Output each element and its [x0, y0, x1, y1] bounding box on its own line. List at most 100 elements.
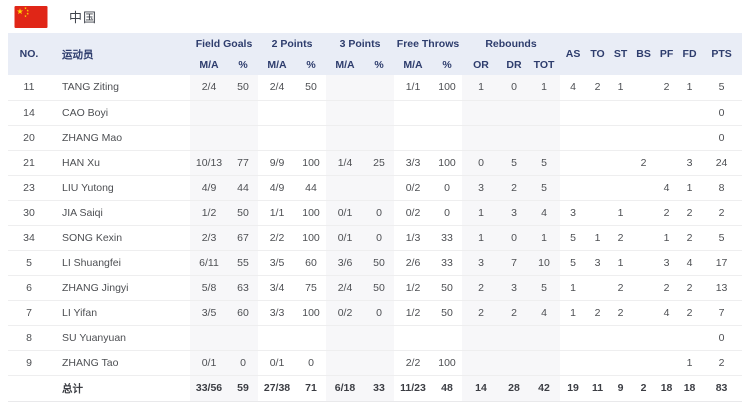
- stat-cell-p2_pct: 60: [296, 250, 327, 276]
- stat-cell-p2_ma: 1/1: [258, 200, 297, 226]
- stat-cell-fg_pct: [228, 100, 259, 126]
- stat-cell-ft_pct: [432, 125, 463, 151]
- stat-cell-or: 2: [462, 275, 501, 301]
- stat-cell-st: [609, 100, 633, 126]
- stat-cell-or: 3: [462, 250, 501, 276]
- stat-cell-fg_ma: 3/5: [190, 300, 228, 326]
- stat-cell-ft_pct: 100: [432, 350, 463, 376]
- stat-cell-ft_ma: 0/2: [394, 175, 433, 201]
- stat-cell-p2_ma: 2/2: [258, 225, 297, 251]
- header-fg-ma: M/A: [190, 54, 228, 75]
- stat-cell-dr: 3: [500, 275, 529, 301]
- table-row: 9 ZHANG Tao 0/1 0 0/1 0 2/2 100 1 2: [8, 350, 743, 376]
- stat-cell-fg_ma: [190, 325, 228, 351]
- table-row: 14 CAO Boyi 0: [8, 100, 743, 126]
- team-name: 中国: [69, 10, 98, 25]
- stat-cell-p3_ma: 1/4: [326, 150, 365, 176]
- stat-cell-p2_pct: 100: [296, 200, 327, 226]
- stat-cell-to: 1: [586, 225, 610, 251]
- stat-cell-ft_pct: 0: [432, 200, 463, 226]
- stat-cell-pf: [655, 350, 679, 376]
- stat-cell-p2_ma: 3/5: [258, 250, 297, 276]
- stat-cell-dr: [500, 325, 529, 351]
- header-2p-ma: M/A: [258, 54, 297, 75]
- stat-cell-pts: 5: [701, 75, 743, 101]
- stat-cell-ft_ma: 3/3: [394, 150, 433, 176]
- stat-cell-pf: [655, 125, 679, 151]
- stat-cell-no: 23: [8, 175, 50, 201]
- stat-cell-p3_pct: [364, 100, 395, 126]
- stat-cell-p2_pct: [296, 125, 327, 151]
- stat-cell-p3_ma: 0/2: [326, 300, 365, 326]
- stat-cell-tot: 1: [528, 225, 561, 251]
- stat-cell-tot: [528, 100, 561, 126]
- stat-cell-to: [586, 350, 610, 376]
- stat-cell-tot: 1: [528, 75, 561, 101]
- stat-cell-pf: [655, 150, 679, 176]
- table-row: 23 LIU Yutong 4/9 44 4/9 44 0/2 0 3 2 5 4 1 8: [8, 175, 743, 201]
- stat-cell-dr: [500, 350, 529, 376]
- header-pts: PTS: [701, 33, 743, 75]
- player-name-cell: LI Shuangfei: [50, 250, 190, 276]
- stat-cell-ft_pct: 100: [432, 150, 463, 176]
- stat-cell-p2_ma: 4/9: [258, 175, 297, 201]
- stat-cell-pf: [655, 100, 679, 126]
- stat-cell-p2_ma: [258, 100, 297, 126]
- stat-cell-to: [586, 325, 610, 351]
- stat-cell-ft_ma: 1/2: [394, 275, 433, 301]
- table-body: 11 TANG Ziting 2/4 50 2/4 50 1/1 100 1 0 1 4 2 1 2 1 5 14…: [8, 75, 743, 376]
- totals-fd: 18: [678, 374, 702, 402]
- stat-cell-no: 34: [8, 225, 50, 251]
- stat-cell-p2_ma: [258, 325, 297, 351]
- stat-cell-pf: 2: [655, 200, 679, 226]
- totals-2p-ma: 27/38: [258, 374, 297, 402]
- header-st: ST: [609, 33, 633, 75]
- stat-cell-as: 5: [560, 225, 587, 251]
- stat-cell-or: 0: [462, 150, 501, 176]
- stat-cell-st: 1: [609, 200, 633, 226]
- stat-cell-pf: 4: [655, 175, 679, 201]
- stat-cell-no: 20: [8, 125, 50, 151]
- stat-cell-no: 9: [8, 350, 50, 376]
- stat-cell-tot: 4: [528, 300, 561, 326]
- stat-cell-fg_pct: [228, 125, 259, 151]
- stat-cell-p2_ma: 3/3: [258, 300, 297, 326]
- stat-cell-p3_ma: 0/1: [326, 225, 365, 251]
- stat-cell-ft_pct: 50: [432, 275, 463, 301]
- stat-cell-fg_pct: 44: [228, 175, 259, 201]
- stat-cell-p2_pct: 100: [296, 150, 327, 176]
- box-score-table: NO. 运动员 Field Goals 2 Points 3 Points Fr…: [8, 33, 743, 402]
- stat-cell-to: [586, 275, 610, 301]
- stat-cell-pts: 5: [701, 225, 743, 251]
- stat-cell-p2_pct: 0: [296, 350, 327, 376]
- stat-cell-or: [462, 125, 501, 151]
- totals-tot: 42: [528, 374, 561, 402]
- header-bs: BS: [632, 33, 656, 75]
- stat-cell-p2_ma: [258, 125, 297, 151]
- stat-cell-as: 3: [560, 200, 587, 226]
- stat-cell-ft_pct: [432, 325, 463, 351]
- totals-fg-pct: 59: [228, 374, 259, 402]
- stat-cell-pts: 24: [701, 150, 743, 176]
- header-3p-pct: %: [364, 54, 395, 75]
- stat-cell-ft_pct: 33: [432, 250, 463, 276]
- stat-cell-tot: 5: [528, 275, 561, 301]
- stat-cell-no: 5: [8, 250, 50, 276]
- header-tot: TOT: [528, 54, 561, 75]
- totals-ft-pct: 48: [432, 374, 463, 402]
- header-ft-pct: %: [432, 54, 463, 75]
- table-row: 8 SU Yuanyuan 0: [8, 325, 743, 351]
- stat-cell-as: [560, 350, 587, 376]
- table-row: 34 SONG Kexin 2/3 67 2/2 100 0/1 0 1/3 33 1 0 1 5 1 2 1 2…: [8, 225, 743, 251]
- stat-cell-fd: 2: [678, 300, 702, 326]
- stat-cell-ft_pct: 100: [432, 75, 463, 101]
- stat-cell-no: 6: [8, 275, 50, 301]
- header-dr: DR: [500, 54, 529, 75]
- player-name-cell: JIA Saiqi: [50, 200, 190, 226]
- totals-no: [8, 374, 50, 402]
- team-header: 中国: [0, 0, 750, 33]
- stat-cell-dr: 0: [500, 75, 529, 101]
- stat-cell-p3_pct: [364, 350, 395, 376]
- header-as: AS: [560, 33, 587, 75]
- stat-cell-tot: 4: [528, 200, 561, 226]
